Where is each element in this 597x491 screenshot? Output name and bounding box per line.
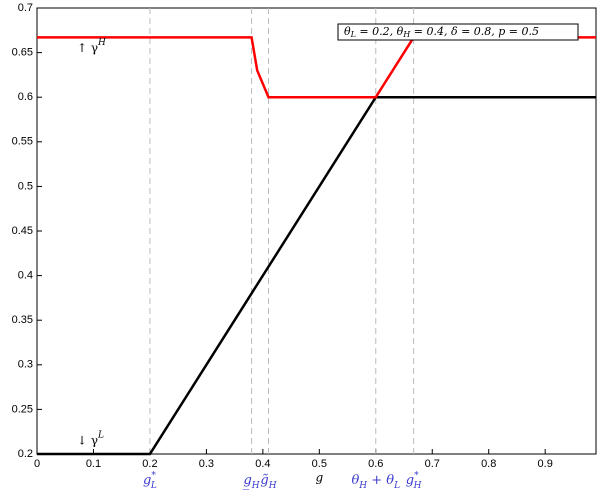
label-sub: H: [268, 481, 277, 491]
label-sub: H: [413, 481, 422, 491]
label-sub: L: [150, 481, 157, 491]
label-base: g̃: [260, 473, 268, 488]
y-tick-label: 0.7: [18, 2, 33, 14]
annotation-base: ↑ γ: [77, 41, 98, 55]
label-base: g: [143, 473, 151, 488]
y-tick-label: 0.35: [12, 314, 33, 326]
y-tick-label: 0.55: [12, 136, 33, 148]
y-tick-label: 0.4: [18, 270, 33, 282]
label-sub: L: [393, 481, 400, 491]
x-tick-label: 0.3: [199, 458, 214, 470]
box-sub: H: [402, 30, 411, 39]
y-tick-label: 0.3: [18, 359, 33, 371]
x-tick-label: 0.7: [425, 458, 440, 470]
x-axis-label: g: [315, 471, 323, 485]
x-tick-label: 0: [34, 458, 40, 470]
annotation-sup: H: [97, 38, 106, 48]
label-rest: + θ: [367, 473, 394, 488]
annotation-box: [337, 23, 579, 41]
box-text: = 0.2, θ: [356, 25, 404, 38]
x-tick-label: 0.4: [255, 458, 270, 470]
y-tick-label: 0.2: [18, 448, 33, 460]
annotation-sup: L: [97, 430, 104, 440]
marker-label: θH + θL: [351, 473, 400, 491]
plot-frame: [36, 7, 597, 455]
y-tick-label: 0.45: [12, 225, 33, 237]
label-sub: H: [358, 481, 367, 491]
label-base: g: [406, 473, 414, 488]
series-line: [37, 95, 596, 456]
y-tick-label: 0.6: [18, 91, 33, 103]
marker-label: g̃H: [260, 473, 276, 491]
y-tick-label: 0.5: [18, 180, 33, 192]
annotation-box-text: θL = 0.2, θH = 0.4, δ = 0.8, p = 0.5: [344, 25, 539, 39]
label-base: g̲: [242, 473, 252, 490]
marker-label: g* H: [406, 471, 422, 491]
x-tick-label: 0.1: [86, 458, 101, 470]
label-sub: H: [251, 481, 260, 491]
marker-label: g̲H: [242, 473, 260, 491]
x-tick-label: 0.6: [368, 458, 383, 470]
x-tick-label: 0.8: [481, 458, 496, 470]
label-base: θ: [351, 473, 359, 488]
box-text: θ: [344, 25, 351, 38]
x-tick-label: 0.2: [142, 458, 157, 470]
y-tick-label: 0.25: [12, 403, 33, 415]
annotation: ↓ γL: [77, 430, 104, 447]
marker-label: g* L: [143, 471, 157, 491]
annotation-base: ↓ γ: [77, 433, 98, 447]
x-tick-label: 0.9: [538, 458, 553, 470]
label-sup: *: [414, 471, 419, 481]
box-sub: L: [350, 30, 356, 39]
box-text: = 0.4, δ = 0.8, p = 0.5: [410, 25, 539, 38]
x-tick-label: 0.5: [312, 458, 327, 470]
series-line: [37, 36, 596, 99]
y-tick-label: 0.65: [12, 47, 33, 59]
annotation: ↑ γH: [77, 38, 106, 55]
label-sup: *: [151, 471, 156, 481]
